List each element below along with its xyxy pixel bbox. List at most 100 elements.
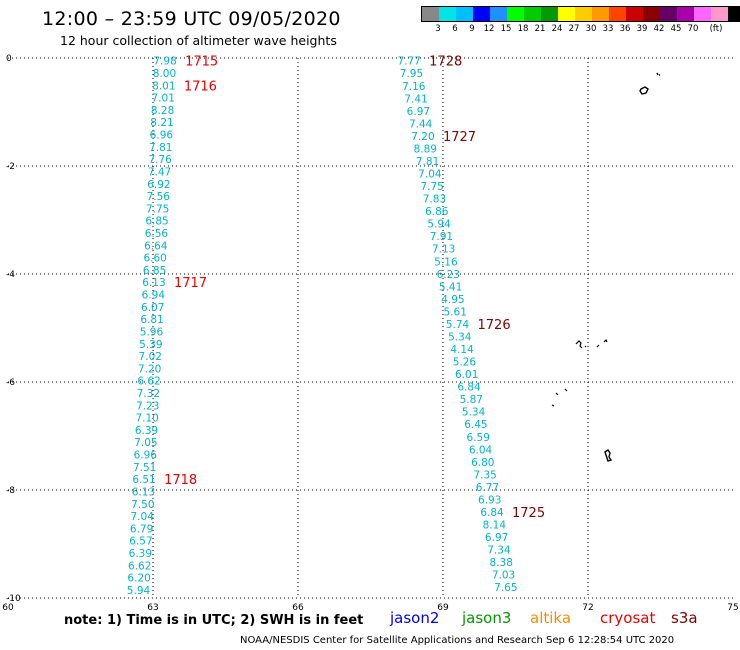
island-outline [551,388,568,407]
legend-label: 21 [534,24,546,34]
legend-swatch [422,7,439,21]
wave-height-label: 6.85 [145,216,168,228]
wave-height-label: 8.01 [152,80,175,92]
legend-swatch [711,7,728,21]
wave-height-label: 6.07 [141,302,164,314]
wave-height-label: 6.57 [129,536,152,548]
wave-height-label: 6.64 [144,240,168,252]
wave-height-label: 5.39 [139,339,162,351]
wave-height-label: 6.84 [480,507,504,519]
wave-height-label: 6.20 [127,573,150,585]
wave-height-label: 7.91 [430,231,453,243]
wave-height-label: 8.14 [483,520,507,532]
wave-height-label: 7.75 [420,181,443,193]
x-tick-label: 63 [147,603,158,613]
satellite-cryosat: cryosat [600,609,656,627]
time-label: 1727 [443,130,476,145]
legend-swatch [439,7,456,21]
wave-height-label: 7.04 [418,169,442,181]
wave-height-label: 7.13 [432,244,455,256]
wave-height-label: 6.97 [485,532,508,544]
legend-labels: 3 6 9 12 15 18 21 24 27 30 33 36 39 42 45 70 (ft) [421,22,740,34]
legend-label: (ft) [709,24,723,34]
island-outline [575,338,608,349]
color-legend: 3 6 9 12 15 18 21 24 27 30 33 36 39 42 45 70 (ft) [421,6,740,34]
wave-height-label: 6.85 [143,265,166,277]
wave-height-label: 7.01 [152,93,175,105]
legend-swatch [626,7,643,21]
y-tick-label: -8 [6,486,15,496]
wave-height-label: 7.98 [153,56,176,68]
wave-height-label: 6.39 [129,548,152,560]
legend-swatch [677,7,694,21]
wave-height-label: 7.65 [494,582,517,594]
legend-label: 45 [670,24,682,34]
wave-height-label: 7.10 [135,413,158,425]
y-tick-label: -2 [6,162,15,172]
wave-height-label: 5.16 [434,256,458,268]
wave-height-label: 6.62 [128,560,151,572]
time-label: 1726 [478,318,511,333]
time-label: 1728 [429,55,462,70]
satellite-jason3: jason3 [462,609,512,627]
wave-height-label: 7.32 [137,388,160,400]
page-title: 12:00 – 23:59 UTC 09/05/2020 [42,8,341,30]
wave-height-label: 5.26 [453,357,477,369]
legend-swatch [643,7,660,21]
grid-lines [8,57,733,599]
wave-height-label: 6.86 [425,206,449,218]
wave-height-label: 7.16 [402,81,426,93]
time-label: 1716 [184,79,217,94]
wave-height-label: 7.20 [411,131,434,143]
legend-label: 36 [619,24,631,34]
wave-height-label: 6.45 [464,419,487,431]
satellite-s3a: s3a [671,609,698,627]
legend-swatch [575,7,592,21]
time-label: 1715 [185,55,218,70]
wave-height-label: 6.96 [150,130,174,142]
legend-color-bar [421,6,740,22]
legend-label: 15 [500,24,512,34]
wave-height-label: 6.39 [135,425,158,437]
legend-swatch [728,7,740,21]
wave-height-label: 6.79 [130,523,153,535]
legend-swatch [507,7,524,21]
y-tick-label: -10 [6,594,21,604]
legend-label: 6 [452,24,458,34]
wave-height-label: 6.13 [142,277,165,289]
wave-height-label: 6.04 [469,444,493,456]
legend-label: 42 [653,24,665,34]
legend-label: 39 [636,24,648,34]
wave-height-label: 7.81 [149,142,172,154]
legend-label: 12 [483,24,495,34]
legend-swatch [609,7,626,21]
wave-height-label: 7.03 [492,570,515,582]
wave-height-label: 8.38 [490,557,513,569]
wave-height-label: 8.00 [153,68,176,80]
legend-label: 24 [551,24,563,34]
wave-height-label: 7.05 [134,437,157,449]
wave-height-label: 5.61 [444,306,467,318]
wave-height-label: 4.95 [441,294,464,306]
wave-height-label: 7.41 [404,93,427,105]
legend-label: 18 [517,24,529,34]
wave-height-label: 6.51 [132,474,155,486]
wave-height-label: 7.50 [131,499,154,511]
island-outline [604,449,613,462]
track-1: 7.988.008.017.018.288.216.967.817.767.47… [127,55,218,597]
legend-swatch [490,7,507,21]
island-outlines [551,72,660,462]
wave-height-label: 5.87 [460,394,483,406]
wave-height-label: 7.44 [409,118,433,130]
wave-height-label: 7.04 [131,511,155,523]
legend-swatch [660,7,677,21]
track-2: 7.777.957.167.416.977.447.208.897.817.04… [397,55,545,595]
credit-line: NOAA/NESDIS Center for Satellite Applica… [240,635,675,646]
wave-height-label: 7.81 [416,156,439,168]
legend-swatch [524,7,541,21]
wave-height-label: 7.20 [138,363,161,375]
x-tick-label: 72 [582,603,593,613]
satellite-altika: altika [530,609,572,627]
wave-height-label: 6.96 [134,450,158,462]
